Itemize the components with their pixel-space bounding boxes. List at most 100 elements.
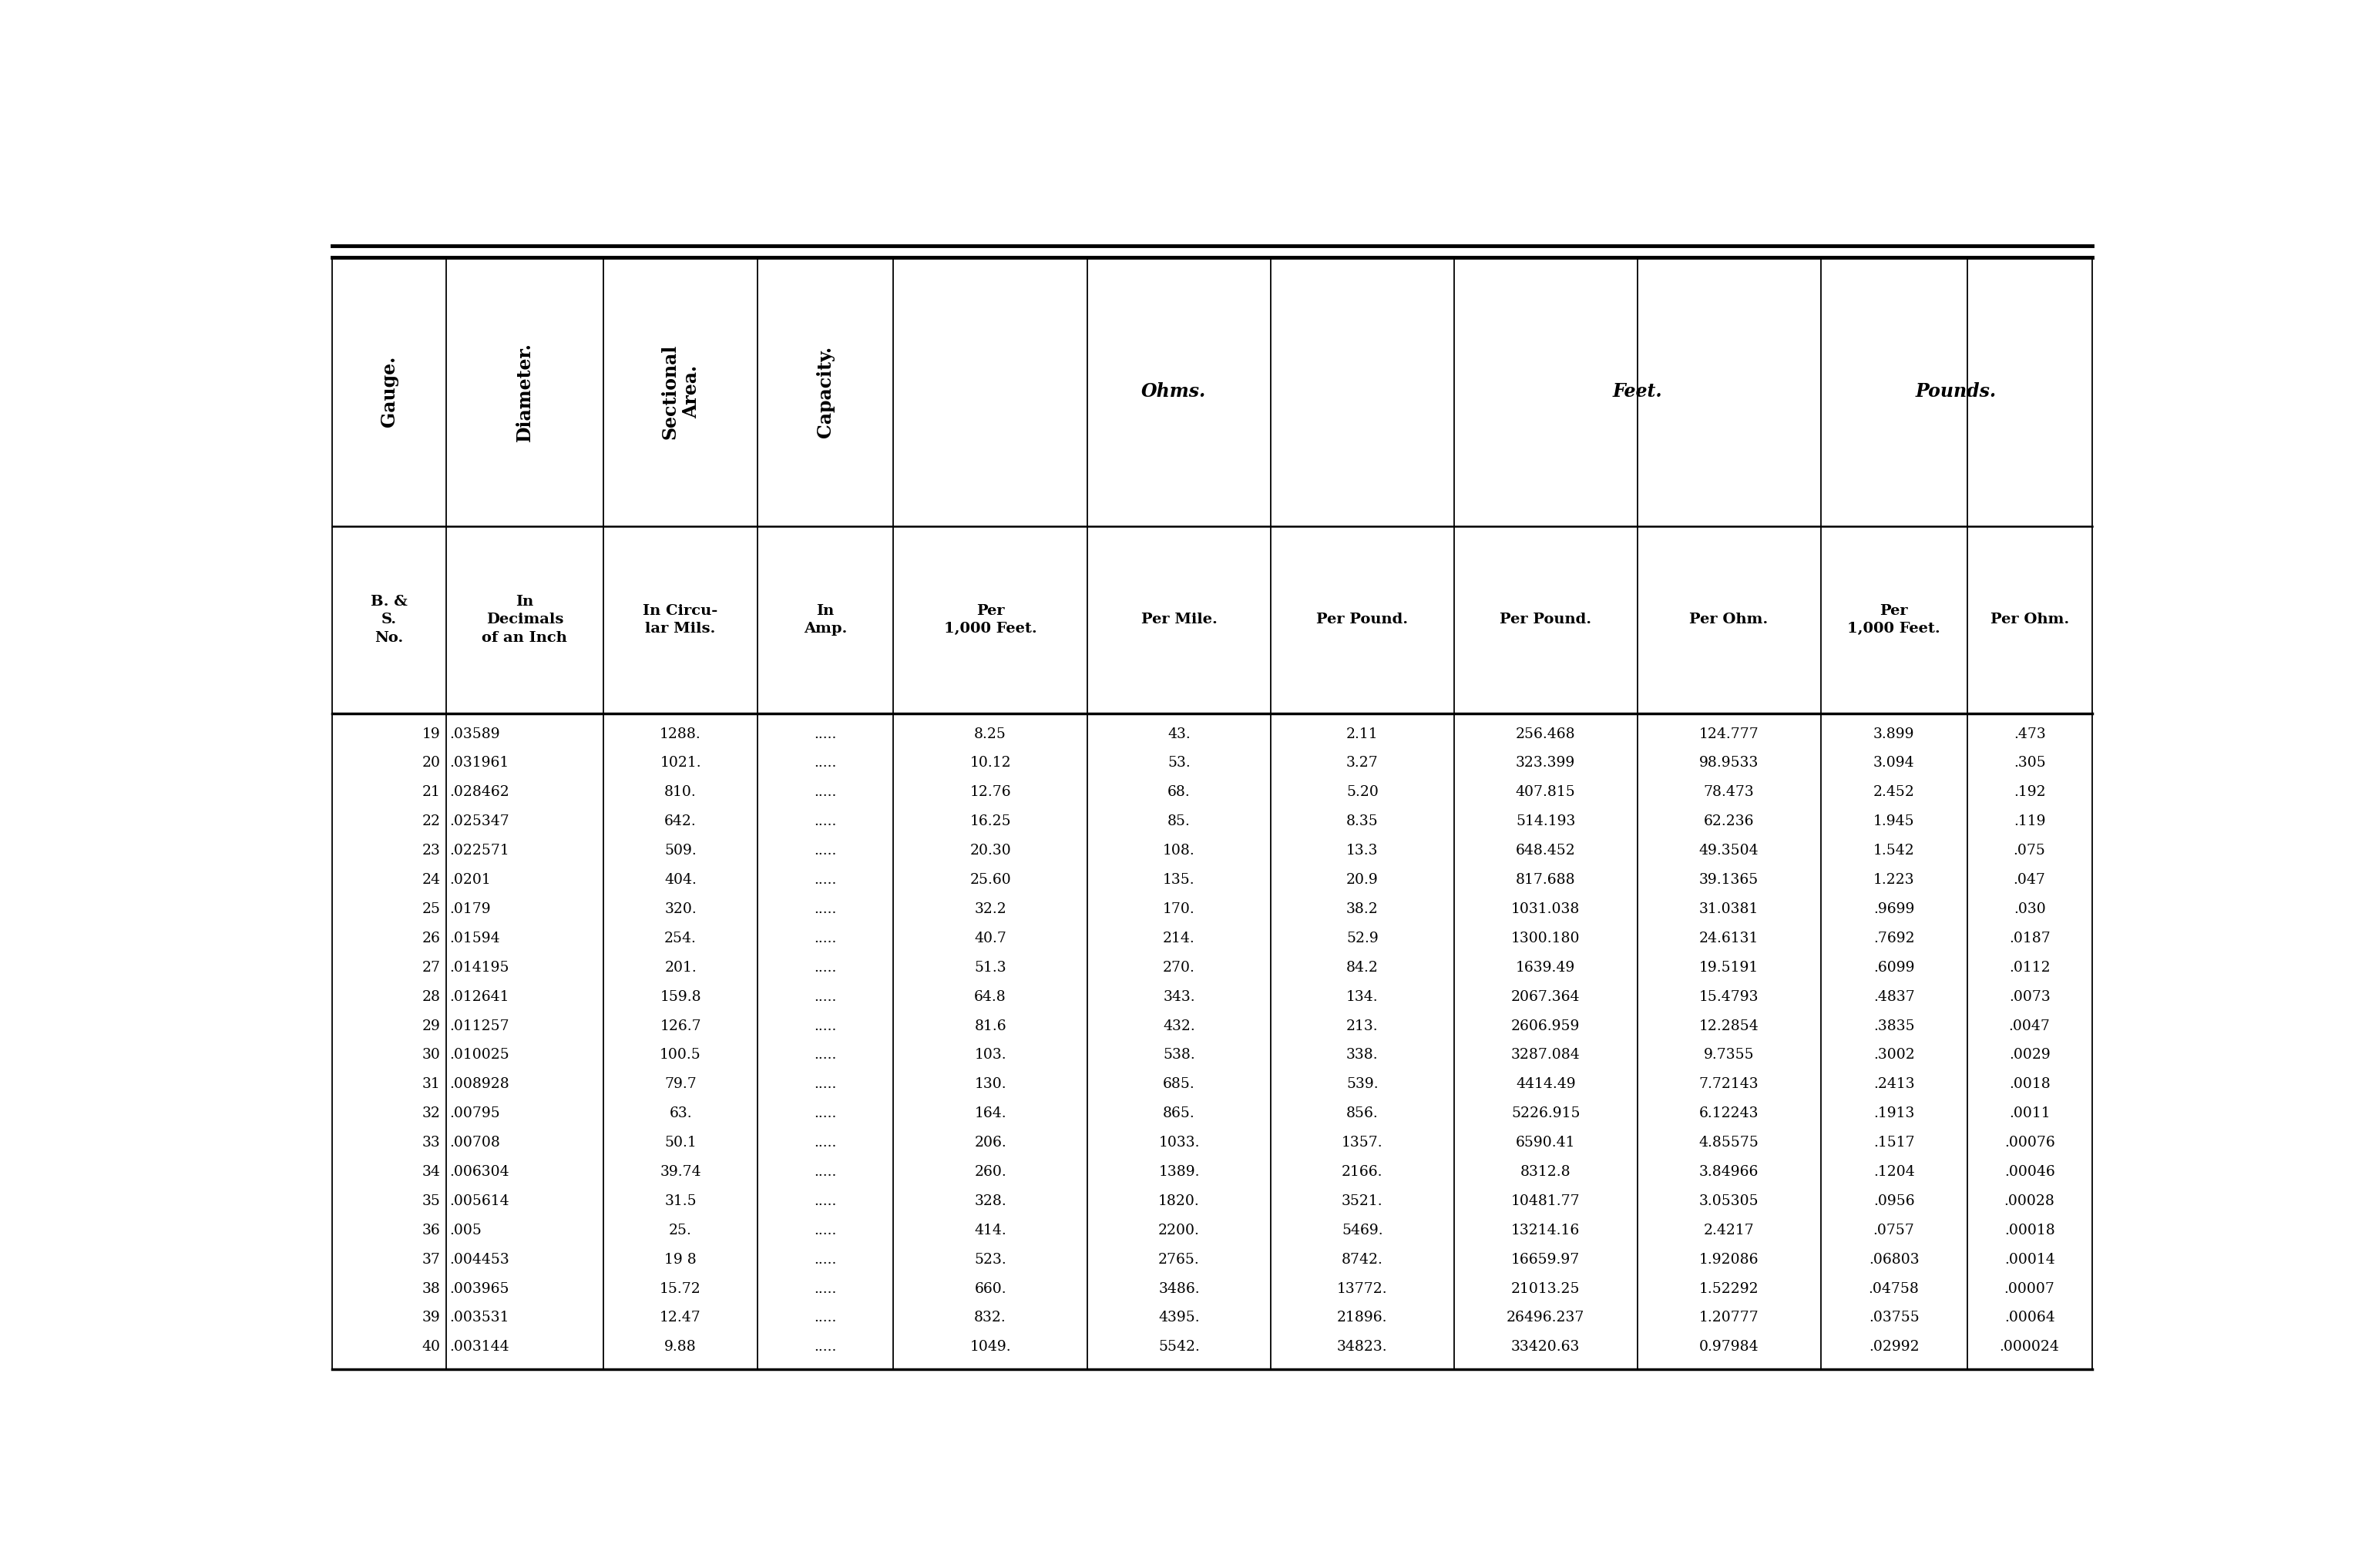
Text: .003965: .003965 bbox=[449, 1281, 508, 1295]
Text: 39.1365: 39.1365 bbox=[1698, 873, 1760, 887]
Text: Per Pound.: Per Pound. bbox=[1317, 613, 1407, 627]
Text: 85.: 85. bbox=[1168, 815, 1190, 828]
Text: .000024: .000024 bbox=[1998, 1341, 2060, 1355]
Text: .003531: .003531 bbox=[449, 1311, 508, 1325]
Text: 40.7: 40.7 bbox=[974, 931, 1007, 946]
Text: Per Mile.: Per Mile. bbox=[1140, 613, 1218, 627]
Text: 103.: 103. bbox=[974, 1049, 1007, 1062]
Text: 6590.41: 6590.41 bbox=[1516, 1135, 1575, 1149]
Text: 206.: 206. bbox=[974, 1135, 1007, 1149]
Text: 5542.: 5542. bbox=[1159, 1341, 1199, 1355]
Text: .....: ..... bbox=[814, 902, 837, 916]
Text: .00046: .00046 bbox=[2003, 1165, 2055, 1179]
Text: 24: 24 bbox=[421, 873, 440, 887]
Text: 523.: 523. bbox=[974, 1253, 1007, 1267]
Text: 256.468: 256.468 bbox=[1516, 728, 1575, 742]
Text: 2.452: 2.452 bbox=[1873, 786, 1916, 800]
Text: 15.72: 15.72 bbox=[660, 1281, 702, 1295]
Text: 33: 33 bbox=[421, 1135, 440, 1149]
Text: 1031.038: 1031.038 bbox=[1511, 902, 1580, 916]
Text: 63.: 63. bbox=[669, 1107, 693, 1121]
Text: 100.5: 100.5 bbox=[660, 1049, 702, 1062]
Text: Per
1,000 Feet.: Per 1,000 Feet. bbox=[944, 604, 1036, 635]
Text: 1820.: 1820. bbox=[1159, 1195, 1199, 1207]
Text: 2067.364: 2067.364 bbox=[1511, 989, 1580, 1004]
Text: 9.88: 9.88 bbox=[665, 1341, 698, 1355]
Text: .0201: .0201 bbox=[449, 873, 492, 887]
Text: 8.25: 8.25 bbox=[974, 728, 1007, 742]
Text: 8.35: 8.35 bbox=[1346, 815, 1379, 828]
Text: 25.: 25. bbox=[669, 1223, 693, 1237]
Text: 50.1: 50.1 bbox=[665, 1135, 698, 1149]
Text: .....: ..... bbox=[814, 1223, 837, 1237]
Text: 856.: 856. bbox=[1346, 1107, 1379, 1121]
Text: 68.: 68. bbox=[1168, 786, 1190, 800]
Text: 2.4217: 2.4217 bbox=[1703, 1223, 1755, 1237]
Text: 62.236: 62.236 bbox=[1703, 815, 1755, 828]
Text: 34823.: 34823. bbox=[1336, 1341, 1388, 1355]
Text: 52.9: 52.9 bbox=[1346, 931, 1379, 946]
Text: 19 8: 19 8 bbox=[665, 1253, 698, 1267]
Text: 214.: 214. bbox=[1164, 931, 1194, 946]
Text: .0011: .0011 bbox=[2008, 1107, 2050, 1121]
Text: 9.7355: 9.7355 bbox=[1703, 1049, 1755, 1062]
Text: .....: ..... bbox=[814, 1195, 837, 1207]
Text: .1517: .1517 bbox=[1873, 1135, 1916, 1149]
Text: .030: .030 bbox=[2013, 902, 2046, 916]
Text: 3521.: 3521. bbox=[1341, 1195, 1384, 1207]
Text: 20: 20 bbox=[421, 756, 440, 770]
Text: 660.: 660. bbox=[974, 1281, 1007, 1295]
Text: 170.: 170. bbox=[1164, 902, 1194, 916]
Text: .7692: .7692 bbox=[1873, 931, 1916, 946]
Text: 43.: 43. bbox=[1168, 728, 1190, 742]
Text: Diameter.: Diameter. bbox=[516, 342, 534, 441]
Text: Per
1,000 Feet.: Per 1,000 Feet. bbox=[1847, 604, 1939, 635]
Text: 2.11: 2.11 bbox=[1346, 728, 1379, 742]
Text: .....: ..... bbox=[814, 961, 837, 974]
Text: 5.20: 5.20 bbox=[1346, 786, 1379, 800]
Text: 3287.084: 3287.084 bbox=[1511, 1049, 1580, 1062]
Text: 16659.97: 16659.97 bbox=[1511, 1253, 1580, 1267]
Text: .014195: .014195 bbox=[449, 961, 508, 974]
Text: 81.6: 81.6 bbox=[974, 1019, 1007, 1033]
Text: 1639.49: 1639.49 bbox=[1516, 961, 1575, 974]
Text: Capacity.: Capacity. bbox=[816, 345, 835, 437]
Text: 1.542: 1.542 bbox=[1873, 844, 1916, 858]
Text: .....: ..... bbox=[814, 1341, 837, 1355]
Text: .....: ..... bbox=[814, 1135, 837, 1149]
Text: 648.452: 648.452 bbox=[1516, 844, 1575, 858]
Text: .....: ..... bbox=[814, 873, 837, 887]
Text: .0073: .0073 bbox=[2008, 989, 2050, 1004]
Text: 407.815: 407.815 bbox=[1516, 786, 1575, 800]
Text: .006304: .006304 bbox=[449, 1165, 508, 1179]
Text: In
Amp.: In Amp. bbox=[804, 604, 847, 635]
Text: 810.: 810. bbox=[665, 786, 698, 800]
Text: .....: ..... bbox=[814, 1049, 837, 1062]
Text: 5226.915: 5226.915 bbox=[1511, 1107, 1580, 1121]
Text: 37: 37 bbox=[421, 1253, 440, 1267]
Text: .....: ..... bbox=[814, 1165, 837, 1179]
Text: In
Decimals
of an Inch: In Decimals of an Inch bbox=[482, 594, 568, 644]
Text: .022571: .022571 bbox=[449, 844, 508, 858]
Text: .....: ..... bbox=[814, 1077, 837, 1091]
Text: 31.0381: 31.0381 bbox=[1698, 902, 1760, 916]
Text: 30: 30 bbox=[421, 1049, 440, 1062]
Text: .....: ..... bbox=[814, 989, 837, 1004]
Text: 51.3: 51.3 bbox=[974, 961, 1007, 974]
Text: .....: ..... bbox=[814, 786, 837, 800]
Text: Feet.: Feet. bbox=[1613, 383, 1663, 401]
Text: 3.27: 3.27 bbox=[1346, 756, 1379, 770]
Text: 98.9533: 98.9533 bbox=[1698, 756, 1760, 770]
Text: 817.688: 817.688 bbox=[1516, 873, 1575, 887]
Text: 24.6131: 24.6131 bbox=[1698, 931, 1760, 946]
Text: .1204: .1204 bbox=[1873, 1165, 1916, 1179]
Text: .010025: .010025 bbox=[449, 1049, 508, 1062]
Text: .192: .192 bbox=[2013, 786, 2046, 800]
Text: .075: .075 bbox=[2013, 844, 2046, 858]
Text: 38: 38 bbox=[421, 1281, 440, 1295]
Text: 509.: 509. bbox=[665, 844, 698, 858]
Text: 39.74: 39.74 bbox=[660, 1165, 700, 1179]
Text: .00014: .00014 bbox=[2003, 1253, 2055, 1267]
Text: 1.20777: 1.20777 bbox=[1698, 1311, 1760, 1325]
Text: 19.5191: 19.5191 bbox=[1698, 961, 1760, 974]
